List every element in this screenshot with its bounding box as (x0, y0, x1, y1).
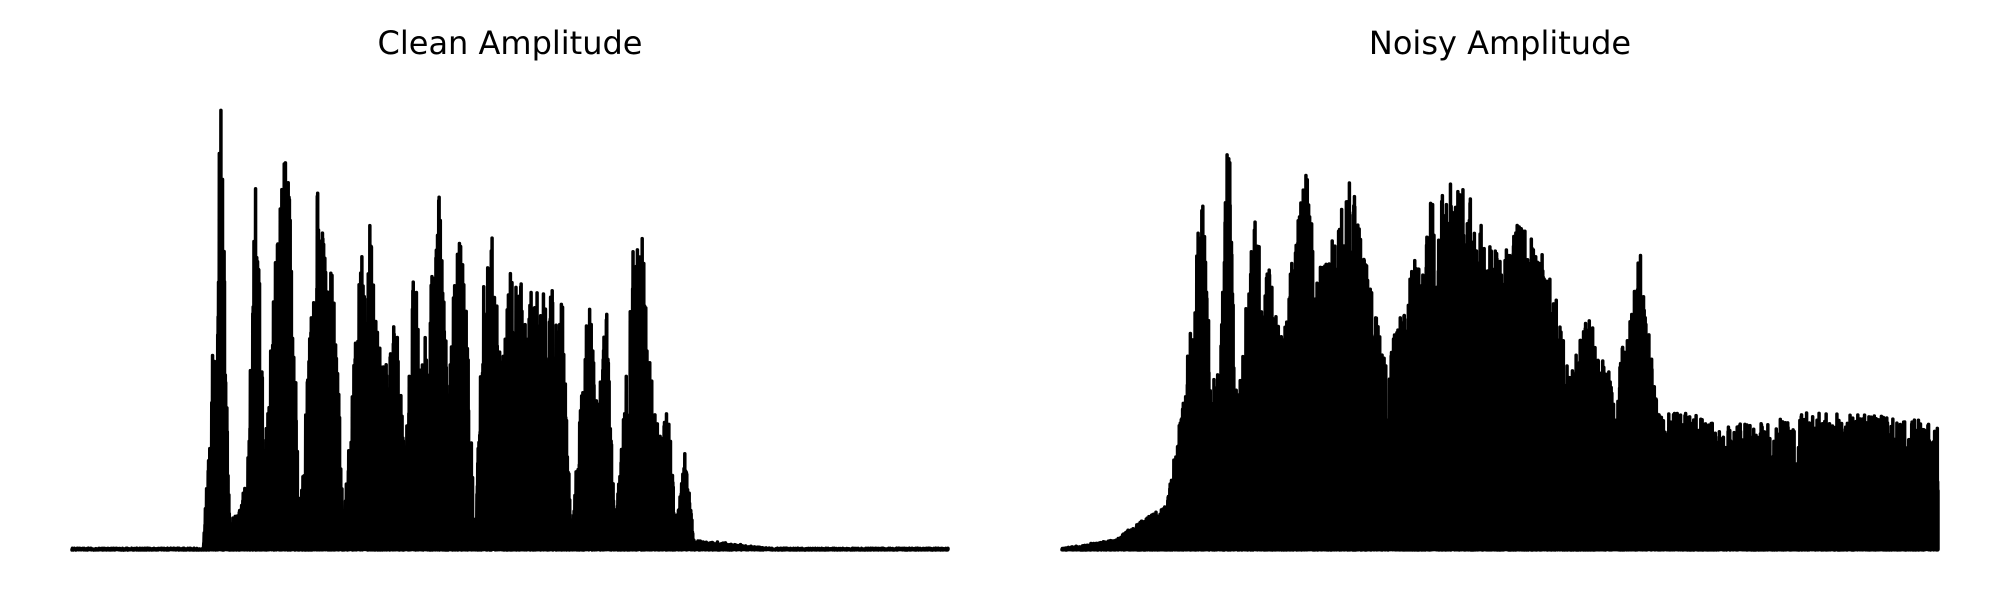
clean-amplitude-waveform (70, 108, 950, 552)
noisy-amplitude-plot (1060, 153, 1940, 552)
clean-amplitude-panel: Clean Amplitude (60, 0, 960, 600)
noisy-amplitude-waveform (1060, 153, 1940, 552)
noisy-amplitude-panel: Noisy Amplitude (1050, 0, 1950, 600)
noisy-amplitude-title: Noisy Amplitude (1368, 24, 1632, 62)
clean-amplitude-title: Clean Amplitude (377, 24, 643, 62)
clean-amplitude-plot (70, 108, 950, 552)
